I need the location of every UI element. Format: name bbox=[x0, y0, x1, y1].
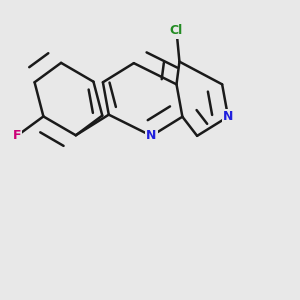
Text: N: N bbox=[223, 110, 233, 123]
Text: Cl: Cl bbox=[170, 24, 183, 37]
Text: N: N bbox=[146, 129, 157, 142]
Text: F: F bbox=[13, 129, 21, 142]
